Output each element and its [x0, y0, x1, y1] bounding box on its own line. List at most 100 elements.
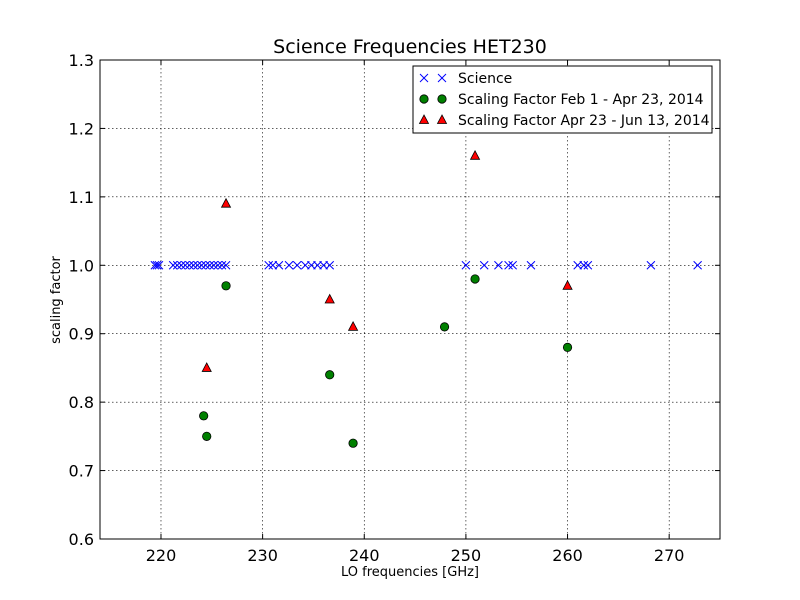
x-tick-label: 260: [552, 546, 583, 565]
data-point: [347, 321, 359, 331]
legend-label: Scaling Factor Apr 23 - Jun 13, 2014: [458, 113, 710, 129]
data-point: [307, 260, 316, 270]
x-marker-stroke: [307, 260, 316, 270]
legend-label: Science: [458, 71, 512, 87]
data-point: [217, 260, 227, 270]
legend-entry-2: Scaling Factor Apr 23 - Jun 13, 2014: [418, 113, 710, 129]
legend-marker: [418, 114, 430, 124]
x-marker-stroke: [300, 260, 310, 270]
data-point: [579, 260, 589, 270]
x-marker-stroke: [284, 260, 294, 270]
data-point: [348, 438, 358, 448]
data-point: [264, 260, 274, 270]
x-marker-stroke: [419, 73, 429, 83]
y-tick-label: 1.1: [69, 188, 94, 207]
x-marker-stroke: [479, 260, 489, 270]
tick-labels: 220 230 240 250 260 270 0.6 0.7 0.8 0.9 1.0 1.1 1.2 1…: [69, 51, 685, 565]
data-point: [189, 260, 198, 270]
x-marker-stroke: [168, 260, 178, 270]
legend-box: [412, 65, 713, 134]
x-axis-label: LO frequencies [GHz]: [341, 565, 479, 580]
plot-frame: [99, 59, 721, 540]
legend-marker: [419, 73, 429, 83]
legend-entry-0: Science: [419, 71, 512, 87]
data-point: [526, 260, 536, 270]
x-marker-stroke: [209, 260, 219, 270]
x-marker-stroke: [193, 260, 202, 270]
y-tick-label: 1.3: [69, 51, 94, 70]
data-point: [202, 431, 212, 441]
x-marker-stroke: [176, 260, 186, 270]
data-point: [154, 260, 164, 270]
data-point: [469, 149, 481, 160]
data-point: [201, 362, 212, 372]
data-point: [504, 260, 513, 270]
data-point: [646, 260, 656, 270]
data-point: [268, 260, 278, 270]
y-axis-label: scaling factor: [49, 255, 64, 343]
x-marker-stroke: [583, 260, 593, 270]
data-point: [201, 260, 211, 270]
x-marker-stroke: [181, 260, 190, 270]
x-marker-stroke: [573, 260, 583, 270]
data-point: [185, 260, 194, 270]
x-marker-stroke: [325, 260, 335, 270]
x-marker-stroke: [693, 260, 702, 270]
data-point: [300, 260, 310, 270]
legend-marker: [437, 94, 447, 104]
data-point: [181, 260, 190, 270]
chart-title: Science Frequencies HET230: [273, 36, 547, 58]
data-point: [150, 260, 160, 270]
legend: Science Scaling Factor Feb 1 - Apr 23, 20…: [412, 65, 713, 134]
data-point: [573, 260, 583, 270]
x-tick-label: 220: [146, 546, 177, 565]
x-marker-stroke: [292, 260, 302, 270]
y-tick-label: 0.7: [69, 462, 94, 481]
data-point: [292, 260, 302, 270]
x-marker-stroke: [268, 260, 278, 270]
x-marker-stroke: [494, 260, 503, 270]
x-marker-stroke: [152, 260, 162, 270]
ticks: [100, 59, 720, 540]
data-point: [168, 260, 178, 270]
data-point: [325, 260, 335, 270]
x-marker-stroke: [504, 260, 513, 270]
x-marker-stroke: [221, 260, 231, 270]
x-marker-stroke: [185, 260, 194, 270]
data-point: [693, 260, 702, 270]
x-marker-stroke: [526, 260, 536, 270]
x-marker-stroke: [508, 260, 518, 270]
y-tick-label: 0.6: [69, 530, 94, 549]
data-point: [197, 260, 206, 270]
x-tick-label: 250: [451, 546, 482, 565]
x-marker-stroke: [201, 260, 211, 270]
x-marker-stroke: [646, 260, 656, 270]
data-point: [220, 197, 232, 208]
data-point: [313, 260, 322, 270]
x-marker-stroke: [205, 260, 215, 270]
x-marker-stroke: [264, 260, 274, 270]
y-tick-label: 0.8: [69, 393, 94, 412]
series-2: [201, 149, 573, 372]
x-tick-label: 270: [654, 546, 685, 565]
x-marker-stroke: [274, 260, 284, 270]
x-marker-stroke: [172, 260, 182, 270]
data-point: [221, 260, 231, 270]
legend-label: Scaling Factor Feb 1 - Apr 23, 2014: [458, 92, 704, 108]
data-point: [479, 260, 489, 270]
y-tick-label: 1.0: [69, 256, 94, 275]
data-point: [461, 260, 471, 270]
x-marker-stroke: [319, 260, 328, 270]
series-layer: [150, 149, 702, 448]
data-point: [508, 260, 518, 270]
x-marker-stroke: [217, 260, 227, 270]
data-point: [199, 411, 209, 421]
legend-entries: Science Scaling Factor Feb 1 - Apr 23, 20…: [418, 71, 710, 129]
data-point: [205, 260, 215, 270]
x-marker-stroke: [197, 260, 206, 270]
data-point: [324, 293, 335, 304]
data-point: [209, 260, 219, 270]
data-point: [439, 322, 450, 332]
x-marker-stroke: [437, 73, 447, 83]
